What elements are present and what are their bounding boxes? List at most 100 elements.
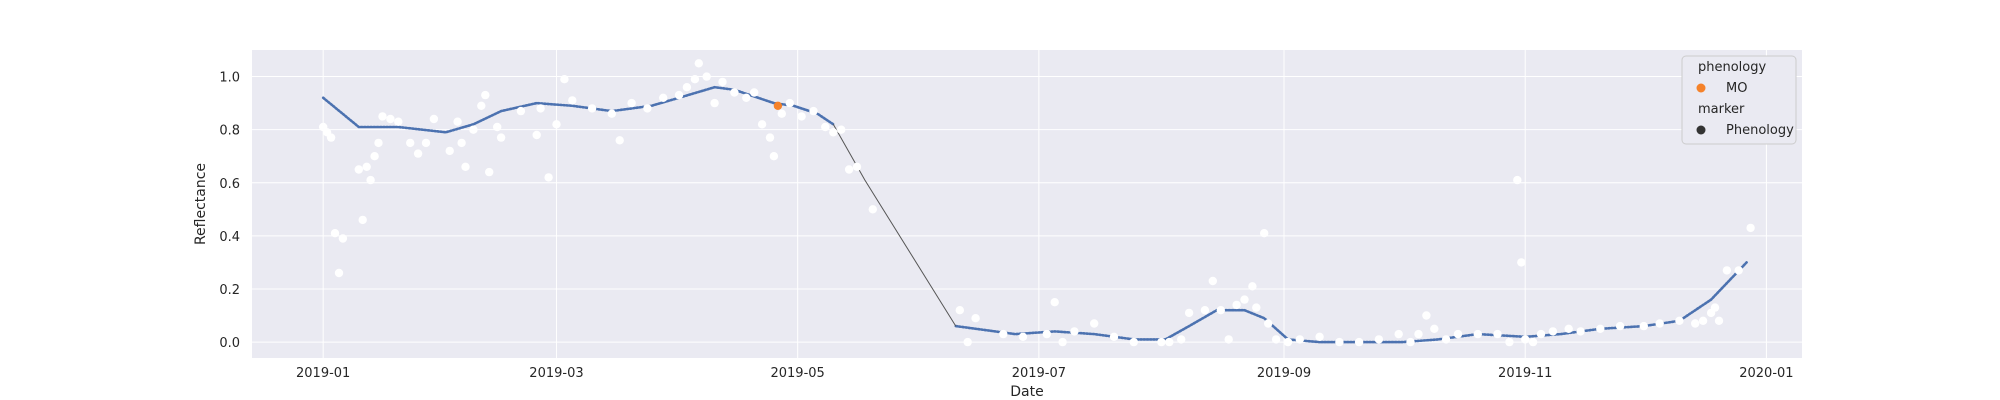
- y-tick-label: 1.0: [219, 71, 240, 86]
- observation-point: [532, 130, 541, 140]
- observation-point: [1216, 306, 1226, 315]
- observation-point: [1422, 311, 1431, 320]
- observation-point: [366, 175, 375, 185]
- observation-point: [1746, 223, 1755, 233]
- observation-point: [1576, 327, 1585, 336]
- observation-point: [1564, 324, 1573, 333]
- observation-point: [1615, 321, 1625, 331]
- observation-point: [963, 337, 972, 347]
- observation-point: [362, 162, 371, 171]
- observation-point: [485, 167, 494, 177]
- observation-point: [690, 75, 700, 84]
- observation-point: [1734, 266, 1743, 275]
- observation-point: [1177, 335, 1186, 344]
- observation-points: [319, 59, 1755, 347]
- observation-point: [1714, 316, 1724, 325]
- observation-point: [607, 109, 616, 118]
- y-tick-label: 0.0: [219, 336, 240, 351]
- observation-point: [1430, 324, 1439, 333]
- observation-point: [587, 104, 597, 113]
- observation-point: [1058, 337, 1067, 347]
- y-axis-label: Reflectance: [193, 163, 209, 245]
- observation-point: [354, 165, 363, 174]
- observation-point: [1157, 337, 1166, 347]
- legend-marker-phenology: [1696, 125, 1706, 135]
- observation-point: [1042, 329, 1052, 339]
- observation-point: [955, 306, 964, 315]
- observation-point: [852, 162, 862, 171]
- observation-point: [544, 173, 553, 182]
- observation-point: [821, 122, 830, 132]
- observation-point: [453, 117, 462, 126]
- y-tick-label: 0.6: [219, 177, 240, 192]
- x-tick-label: 2020-01: [1739, 366, 1793, 381]
- observation-point: [1513, 175, 1522, 185]
- observation-point: [1109, 332, 1119, 341]
- x-tick-label: 2019-07: [1012, 366, 1066, 381]
- observation-point: [1505, 337, 1514, 347]
- observation-point: [1394, 329, 1403, 339]
- observation-point: [1691, 319, 1700, 328]
- observation-point: [1493, 329, 1502, 339]
- observation-point: [1208, 276, 1218, 286]
- observation-point: [394, 117, 403, 126]
- x-tick-label: 2019-09: [1257, 366, 1311, 381]
- plot-area: [252, 50, 1802, 358]
- observation-point: [1722, 266, 1732, 275]
- observation-point: [718, 77, 727, 87]
- observation-point: [358, 215, 367, 225]
- observation-point: [1414, 329, 1423, 339]
- observation-point: [1252, 303, 1261, 312]
- legend-item-phenology: Phenology: [1726, 123, 1794, 138]
- observation-point: [829, 128, 838, 137]
- observation-point: [785, 98, 794, 108]
- observation-point: [1184, 308, 1194, 318]
- x-axis-label: Date: [1010, 384, 1043, 400]
- observation-point: [516, 106, 526, 116]
- observation-point: [1698, 316, 1708, 325]
- observation-point: [386, 114, 395, 124]
- observation-point: [457, 138, 466, 148]
- observation-point: [330, 229, 340, 238]
- observation-point: [1264, 319, 1273, 328]
- observation-point: [769, 152, 779, 161]
- observation-point: [326, 133, 336, 142]
- observation-point: [1453, 329, 1463, 339]
- observation-point: [338, 234, 348, 243]
- observation-point: [1374, 335, 1384, 344]
- observation-point: [413, 149, 423, 158]
- observation-point: [659, 93, 668, 103]
- observation-point: [536, 104, 545, 113]
- axis-ticks: 0.0 0.2 0.4 0.6 0.8 1.0 2019-01 2019-03 2019-05 2…: [219, 71, 1793, 381]
- y-tick-label: 0.4: [219, 230, 240, 245]
- observation-point: [694, 59, 703, 68]
- legend-title-phenology: phenology: [1698, 60, 1766, 75]
- observation-point: [374, 138, 383, 148]
- observation-point: [1165, 337, 1174, 347]
- observation-point: [496, 133, 506, 142]
- observation-point: [1240, 295, 1249, 304]
- observation-point: [1528, 337, 1538, 347]
- observation-point: [1354, 337, 1364, 347]
- observation-point: [674, 90, 684, 100]
- observation-point: [1473, 329, 1483, 339]
- observation-point: [568, 96, 577, 105]
- observation-point: [1295, 335, 1305, 344]
- legend-item-mo: MO: [1726, 81, 1747, 96]
- observation-point: [370, 152, 379, 161]
- observation-point: [421, 138, 431, 148]
- observation-point: [710, 98, 719, 108]
- observation-point: [1090, 319, 1099, 328]
- observation-point: [1070, 327, 1079, 336]
- observation-point: [999, 329, 1008, 339]
- observation-point: [1018, 332, 1028, 341]
- observation-point: [1441, 335, 1451, 344]
- observation-point: [406, 138, 415, 148]
- observation-point: [971, 314, 980, 323]
- observation-point: [1129, 337, 1139, 347]
- observation-point: [1224, 335, 1233, 344]
- observation-point: [797, 112, 806, 121]
- observation-point: [730, 88, 739, 97]
- legend-title-marker: marker: [1698, 102, 1745, 117]
